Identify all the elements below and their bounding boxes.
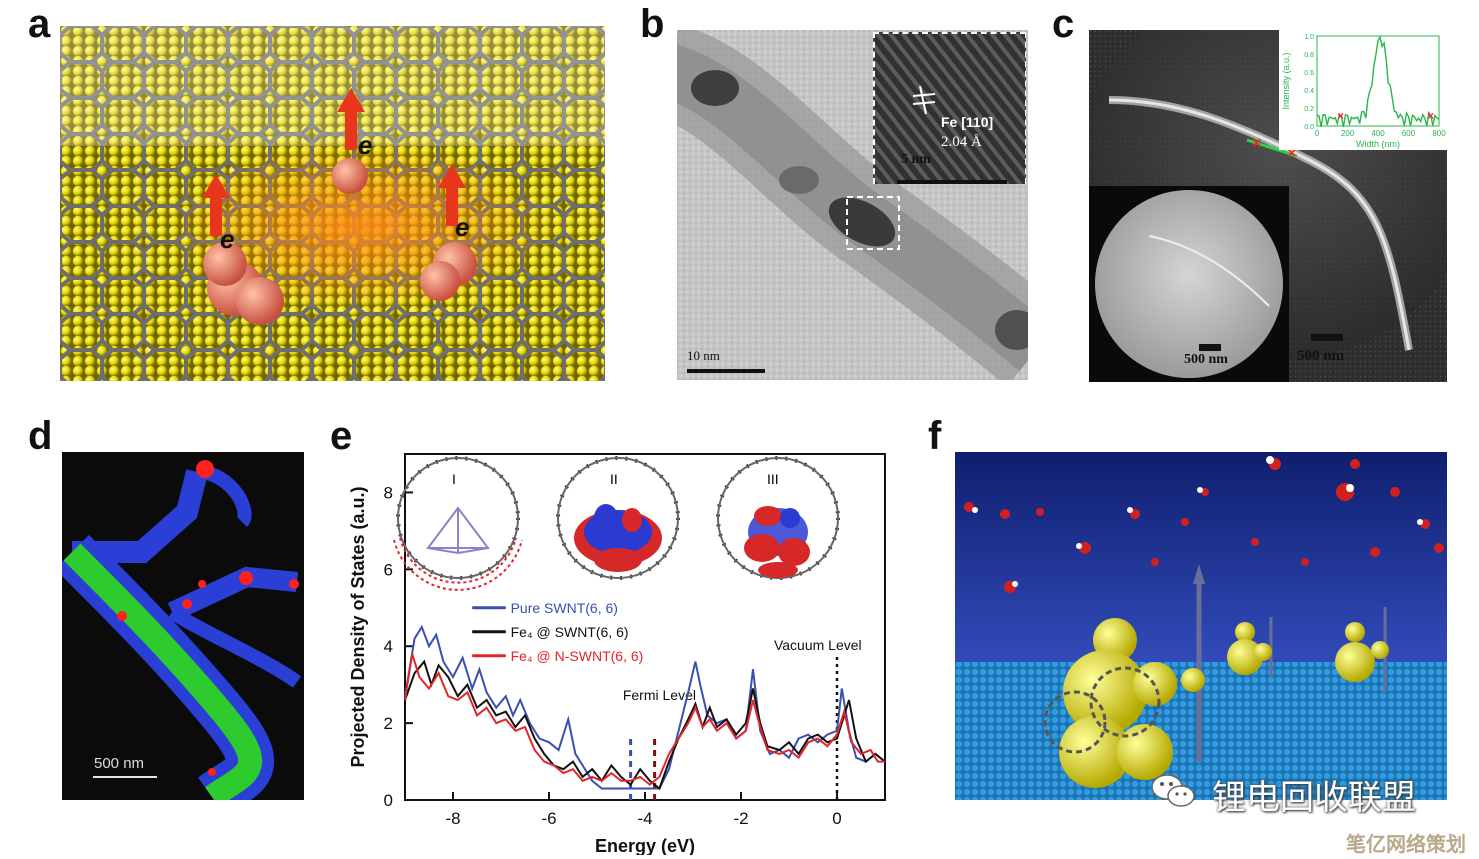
inset-x-tick-label: 600 xyxy=(1402,129,1416,138)
legend-label: Pure SWNT(6, 6) xyxy=(511,600,618,616)
profile-marker: × xyxy=(1337,109,1344,123)
inset-y-tick-label: 0.6 xyxy=(1304,70,1314,77)
y-tick-label: 4 xyxy=(384,637,393,656)
panel-label-b: b xyxy=(640,2,665,46)
panel-a-lattice-image: e e e xyxy=(60,26,605,381)
x-axis-label: Energy (eV) xyxy=(595,836,695,855)
x-tick-label: -4 xyxy=(637,809,652,828)
y-tick-label: 0 xyxy=(384,791,393,810)
inset-x-tick-label: 0 xyxy=(1315,129,1320,138)
panel-d-elemental-map: 500 nm xyxy=(62,452,304,800)
y-tick-label: 6 xyxy=(384,560,393,579)
series-line-3 xyxy=(404,653,885,786)
wechat-icon xyxy=(1150,772,1196,808)
hrtem-inset: Fe [110] 2.04 Å 5 nm xyxy=(873,32,1026,184)
intensity-profile-line xyxy=(1316,35,1440,128)
inset-scale-label: 5 nm xyxy=(901,152,931,167)
pdos-plot-area: -8 -6 -4 -2 0 0 2 4 6 8 Energy (eV) Projected Densi… xyxy=(348,453,886,855)
panel-e-pdos-chart: -8 -6 -4 -2 0 0 2 4 6 8 Energy (eV) Projected Densi… xyxy=(340,440,900,855)
x-tick-label: -2 xyxy=(733,809,748,828)
watermark-subtext: 笔亿网络策划 xyxy=(1346,832,1466,856)
inset-spacing-label: 2.04 Å xyxy=(941,134,982,150)
inset-y-tick-label: 0.8 xyxy=(1304,52,1314,59)
panel-label-e: e xyxy=(330,414,353,458)
svg-text:×: × xyxy=(1252,135,1261,152)
x-tick-label: -6 xyxy=(541,809,556,828)
inset-y-tick-label: 0.4 xyxy=(1304,88,1314,95)
y-axis-label: Projected Density of States (a.u.) xyxy=(348,486,368,767)
structure-label: II xyxy=(610,471,618,487)
electron-label: e xyxy=(455,212,469,242)
x-tick-label: -8 xyxy=(445,809,460,828)
panel-label-c: c xyxy=(1052,2,1075,46)
dft-structure-insets: I II II xyxy=(393,456,840,591)
intensity-profile-inset: 0 200 400 600 800 0.0 0.2 0.4 0.6 0.8 1.0 Width (nm… xyxy=(1279,30,1447,150)
inset-y-tick-label: 1.0 xyxy=(1304,34,1314,41)
watermark-text: 锂电回收联盟 xyxy=(1212,778,1416,818)
inset-x-tick-label: 800 xyxy=(1432,129,1446,138)
electron-label: e xyxy=(220,224,234,254)
inset-x-axis-label: Width (nm) xyxy=(1356,139,1400,149)
structure-label: I xyxy=(452,471,456,487)
inset-frame xyxy=(1316,35,1440,127)
sem-inset-image: 500 nm xyxy=(1089,186,1289,382)
x-tick-label: 0 xyxy=(832,809,841,828)
fermi-level-label: Fermi Level xyxy=(623,687,696,703)
inset-y-axis-label: Intensity (a.u.) xyxy=(1281,52,1291,109)
plot-frame xyxy=(404,453,886,801)
panel-b-tem-image: 10 nm Fe [110] 2.04 Å 5 nm xyxy=(677,30,1028,380)
legend-label: Fe₄ @ N-SWNT(6, 6) xyxy=(511,648,644,664)
panel-f-rendering xyxy=(955,452,1447,800)
electron-label: e xyxy=(358,130,372,160)
inset-x-tick-label: 200 xyxy=(1341,129,1355,138)
inset-background xyxy=(1279,30,1447,150)
panel-label-f: f xyxy=(928,414,942,458)
y-tick-label: 2 xyxy=(384,714,393,733)
inset-x-tick-label: 400 xyxy=(1371,129,1385,138)
svg-text:×: × xyxy=(1287,145,1296,162)
profile-marker: × xyxy=(1427,109,1434,123)
scale-bar-label: 500 nm xyxy=(1297,348,1345,364)
series-line-2 xyxy=(404,659,886,791)
inset-lattice-label: Fe [110] xyxy=(941,114,994,130)
legend-label: Fe₄ @ SWNT(6, 6) xyxy=(511,624,629,640)
panel-c-sem-image: × × 500 nm 500 nm 0 200 400 600 800 0.0 0.2 0.4… xyxy=(1089,30,1447,382)
inset-y-tick-label: 0.2 xyxy=(1304,106,1314,113)
panel-label-d: d xyxy=(28,414,53,458)
series-line-1 xyxy=(404,624,886,790)
scale-bar-label: 500 nm xyxy=(1184,352,1228,367)
structure-label: III xyxy=(767,471,779,487)
y-tick-label: 8 xyxy=(384,483,393,502)
vacuum-level-label: Vacuum Level xyxy=(774,637,862,653)
scale-bar-label: 10 nm xyxy=(687,348,720,363)
inset-y-tick-label: 0.0 xyxy=(1304,124,1314,131)
panel-label-a: a xyxy=(28,2,51,46)
scale-bar-label: 500 nm xyxy=(94,755,145,772)
